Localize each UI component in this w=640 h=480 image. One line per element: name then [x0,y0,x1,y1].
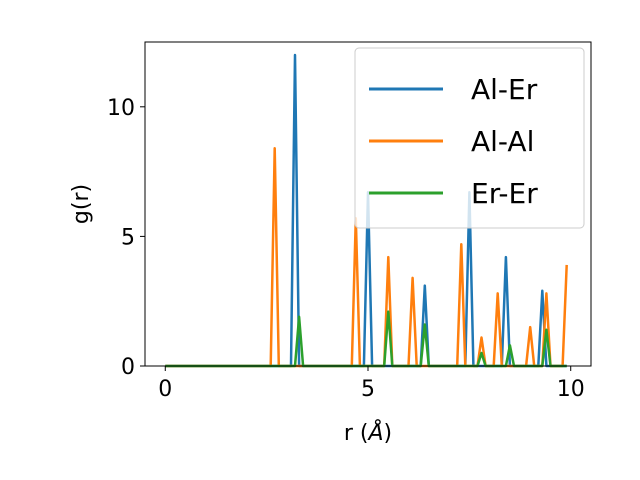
legend: Al-Er Al-Al Er-Er [354,47,585,229]
y-axis: 0 5 10 [107,96,145,380]
y-tick-label: 5 [121,225,135,250]
y-tick-label: 10 [107,96,135,121]
legend-label-al-er: Al-Er [471,73,538,106]
y-tick-label: 0 [121,355,135,380]
x-tick-label: 5 [361,377,375,402]
x-axis-label: r (Å) [344,419,392,446]
legend-label-er-er: Er-Er [471,177,538,210]
x-axis: 0 5 10 [158,366,585,402]
y-axis-label: g(r) [69,184,94,224]
x-tick-label: 0 [158,377,172,402]
legend-box [354,47,585,229]
x-tick-label: 10 [557,377,585,402]
legend-label-al-al: Al-Al [471,125,534,158]
